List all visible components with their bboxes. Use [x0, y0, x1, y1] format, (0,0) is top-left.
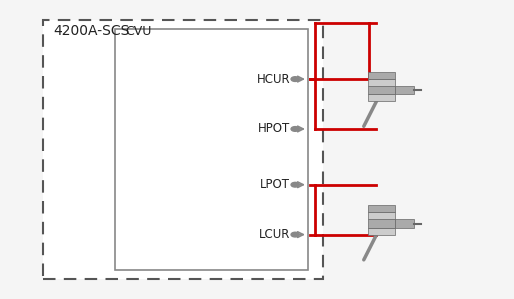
Bar [369, 228, 395, 235]
Bar [369, 94, 395, 101]
Bar [369, 205, 395, 213]
Bar [395, 86, 414, 94]
Circle shape [291, 232, 299, 237]
Bar [369, 219, 395, 228]
FancyBboxPatch shape [44, 20, 323, 279]
Bar [395, 219, 414, 228]
Circle shape [291, 182, 299, 187]
Text: LPOT: LPOT [260, 178, 290, 191]
Bar [369, 72, 395, 79]
Text: CVU: CVU [125, 25, 151, 38]
Text: HCUR: HCUR [256, 73, 290, 86]
Circle shape [291, 126, 299, 131]
Bar [369, 213, 395, 219]
Text: HPOT: HPOT [258, 123, 290, 135]
Bar [369, 79, 395, 86]
Bar [369, 86, 395, 94]
Text: LCUR: LCUR [259, 228, 290, 241]
Text: 4200A-SCS: 4200A-SCS [53, 24, 130, 38]
Circle shape [291, 77, 299, 81]
FancyBboxPatch shape [115, 29, 308, 270]
